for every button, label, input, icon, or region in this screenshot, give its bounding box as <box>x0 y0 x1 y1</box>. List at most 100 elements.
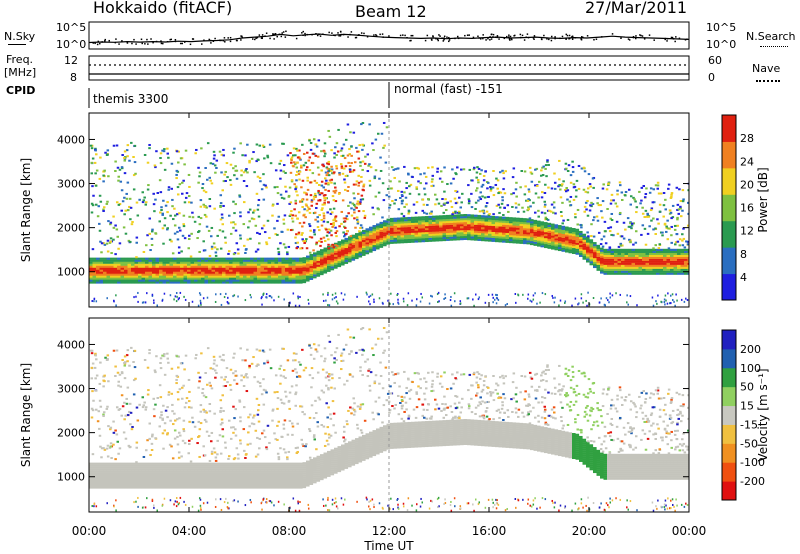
power-cell <box>257 259 261 262</box>
power-cell <box>456 222 461 225</box>
power-cell <box>152 271 156 274</box>
power-cell <box>533 241 538 244</box>
power-cell <box>435 225 440 228</box>
velocity-cell <box>180 482 184 485</box>
velocity-cell <box>243 464 247 467</box>
power-cell <box>183 261 188 264</box>
power-cell <box>134 277 139 280</box>
power-cell <box>315 241 318 244</box>
power-cell <box>376 225 380 228</box>
power-cell <box>428 217 433 221</box>
power-cell <box>361 148 364 151</box>
power-cell <box>208 271 212 274</box>
power-cell <box>92 257 97 260</box>
power-cell <box>565 242 569 245</box>
power-cell <box>673 260 678 263</box>
power-cell <box>299 267 303 270</box>
power-cell <box>279 169 283 172</box>
power-cell <box>202 203 205 206</box>
power-cell <box>120 273 125 276</box>
nsearch-point <box>355 36 358 39</box>
power-cell <box>261 144 265 147</box>
power-cell <box>302 261 307 264</box>
velocity-cell <box>211 476 216 479</box>
power-cell <box>628 256 632 259</box>
power-cell <box>681 233 684 236</box>
power-cell <box>358 255 363 258</box>
power-cell <box>575 246 580 249</box>
power-cell <box>435 221 440 224</box>
velocity-cell <box>169 482 174 485</box>
power-cell <box>285 279 289 282</box>
power-cell <box>435 229 440 232</box>
nsearch-point <box>304 32 306 35</box>
power-cell <box>243 261 247 264</box>
power-cell <box>200 303 202 306</box>
power-cell <box>348 165 352 168</box>
power-cell <box>239 259 244 262</box>
power-cell <box>257 281 261 284</box>
velocity-cell <box>201 484 205 487</box>
velocity-cell <box>96 476 100 479</box>
power-cell <box>550 187 554 190</box>
power-cell <box>267 275 272 278</box>
power-cell <box>328 169 331 172</box>
power-cell <box>488 229 492 232</box>
power-cell <box>308 251 312 254</box>
power-cell <box>265 293 268 296</box>
power-cell <box>250 157 254 160</box>
power-cell <box>208 279 212 282</box>
power-cell <box>554 234 559 237</box>
power-cell <box>397 221 401 224</box>
power-cell <box>104 151 107 154</box>
velocity-cell <box>190 474 195 477</box>
velocity-cell <box>113 468 118 471</box>
power-cell <box>600 265 604 268</box>
power-cell <box>378 297 381 300</box>
power-cell <box>219 194 223 197</box>
nsearch-point <box>272 33 274 35</box>
velocity-cell <box>180 480 184 483</box>
power-cell <box>320 192 324 195</box>
velocity-cell <box>215 466 219 469</box>
power-cell <box>624 194 627 197</box>
power-cell <box>170 187 174 190</box>
power-cell <box>453 214 457 217</box>
power-cell <box>484 235 489 238</box>
power-cell <box>320 150 323 153</box>
power-cell <box>250 257 254 260</box>
power-cell <box>564 162 568 165</box>
power-cell <box>243 267 247 270</box>
power-cell <box>544 164 548 167</box>
power-cell <box>197 279 202 282</box>
power-cell <box>323 261 328 264</box>
power-cell <box>559 196 563 199</box>
power-cell <box>330 256 335 259</box>
velocity-cell <box>194 482 198 485</box>
power-cell <box>271 214 274 217</box>
power-cell <box>292 259 296 262</box>
power-cell <box>113 259 118 262</box>
velocity-cell <box>243 484 247 487</box>
velocity-cell <box>113 470 118 473</box>
power-cell <box>288 275 293 278</box>
power-cell <box>477 222 482 226</box>
power-cell <box>544 216 548 219</box>
power-cell <box>197 275 202 278</box>
power-cell <box>145 275 149 278</box>
power-cell <box>431 166 434 169</box>
velocity-cell <box>92 482 97 485</box>
power-cell <box>533 243 538 246</box>
power-cell <box>565 248 569 251</box>
power-cell <box>244 248 248 251</box>
velocity-cell <box>166 464 170 467</box>
velocity-cell <box>110 472 114 475</box>
power-cell <box>680 264 685 267</box>
power-cell <box>397 231 401 234</box>
power-cell <box>285 267 289 270</box>
power-cell <box>407 230 412 234</box>
power-cell <box>300 233 303 236</box>
power-cell <box>519 219 524 223</box>
velocity-cell <box>197 480 202 483</box>
nsearch-point <box>131 42 133 45</box>
